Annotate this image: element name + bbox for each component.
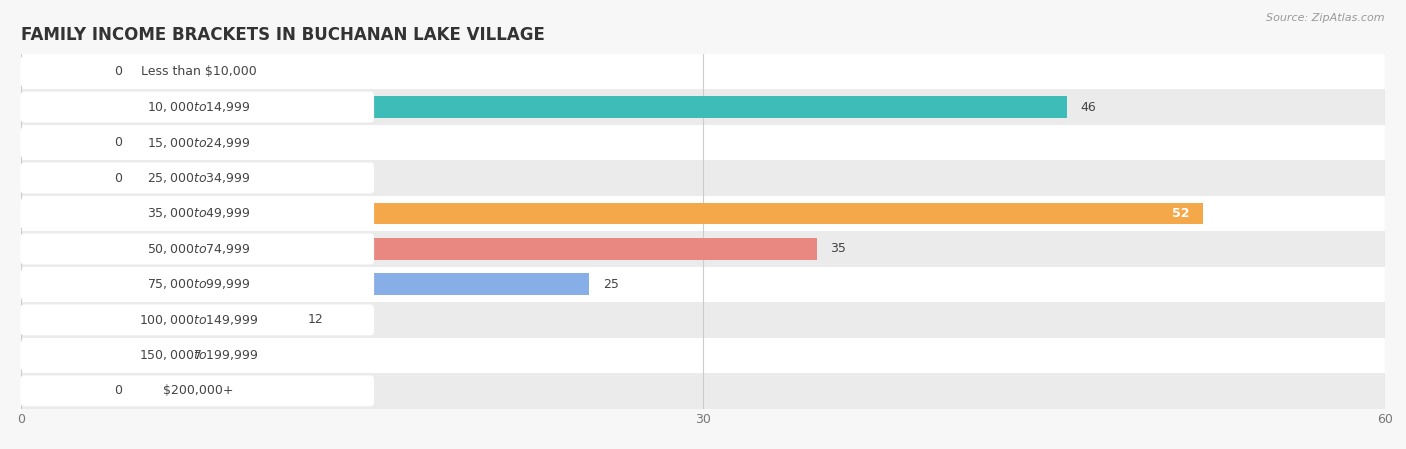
Bar [21,238,817,260]
Text: 52: 52 [1173,207,1189,220]
Text: $35,000 to $49,999: $35,000 to $49,999 [146,207,250,220]
Bar [21,302,1385,338]
Text: 25: 25 [603,278,619,291]
Bar [21,132,101,154]
FancyBboxPatch shape [21,304,374,335]
Bar [21,373,1385,409]
Bar [21,309,294,331]
Text: $25,000 to $34,999: $25,000 to $34,999 [146,171,250,185]
Text: Source: ZipAtlas.com: Source: ZipAtlas.com [1267,13,1385,23]
Bar [21,89,1385,125]
FancyBboxPatch shape [21,163,374,194]
FancyBboxPatch shape [21,375,374,406]
Text: $200,000+: $200,000+ [163,384,233,397]
Text: 0: 0 [114,384,122,397]
Text: $100,000 to $149,999: $100,000 to $149,999 [139,313,259,327]
Text: $50,000 to $74,999: $50,000 to $74,999 [146,242,250,256]
Text: FAMILY INCOME BRACKETS IN BUCHANAN LAKE VILLAGE: FAMILY INCOME BRACKETS IN BUCHANAN LAKE … [21,26,546,44]
Text: $15,000 to $24,999: $15,000 to $24,999 [146,136,250,150]
Bar [21,202,1204,224]
FancyBboxPatch shape [21,56,374,87]
Bar [21,61,101,83]
FancyBboxPatch shape [21,340,374,371]
Text: 0: 0 [114,172,122,185]
Text: 35: 35 [831,242,846,255]
Bar [21,125,1385,160]
Bar [21,231,1385,267]
Text: Less than $10,000: Less than $10,000 [141,65,256,78]
FancyBboxPatch shape [21,269,374,300]
Text: 7: 7 [194,349,202,362]
FancyBboxPatch shape [21,198,374,229]
Bar [21,338,1385,373]
Text: $150,000 to $199,999: $150,000 to $199,999 [139,348,259,362]
Bar [21,167,101,189]
Text: 46: 46 [1080,101,1097,114]
Text: $75,000 to $99,999: $75,000 to $99,999 [146,277,250,291]
Text: 0: 0 [114,65,122,78]
FancyBboxPatch shape [21,233,374,264]
Bar [21,380,101,402]
Text: $10,000 to $14,999: $10,000 to $14,999 [146,100,250,114]
Bar [21,160,1385,196]
Text: 12: 12 [308,313,323,326]
Bar [21,344,180,366]
Bar [21,267,1385,302]
Bar [21,96,1067,118]
Text: 0: 0 [114,136,122,149]
FancyBboxPatch shape [21,127,374,158]
FancyBboxPatch shape [21,92,374,123]
Bar [21,54,1385,89]
Bar [21,273,589,295]
Bar [21,196,1385,231]
